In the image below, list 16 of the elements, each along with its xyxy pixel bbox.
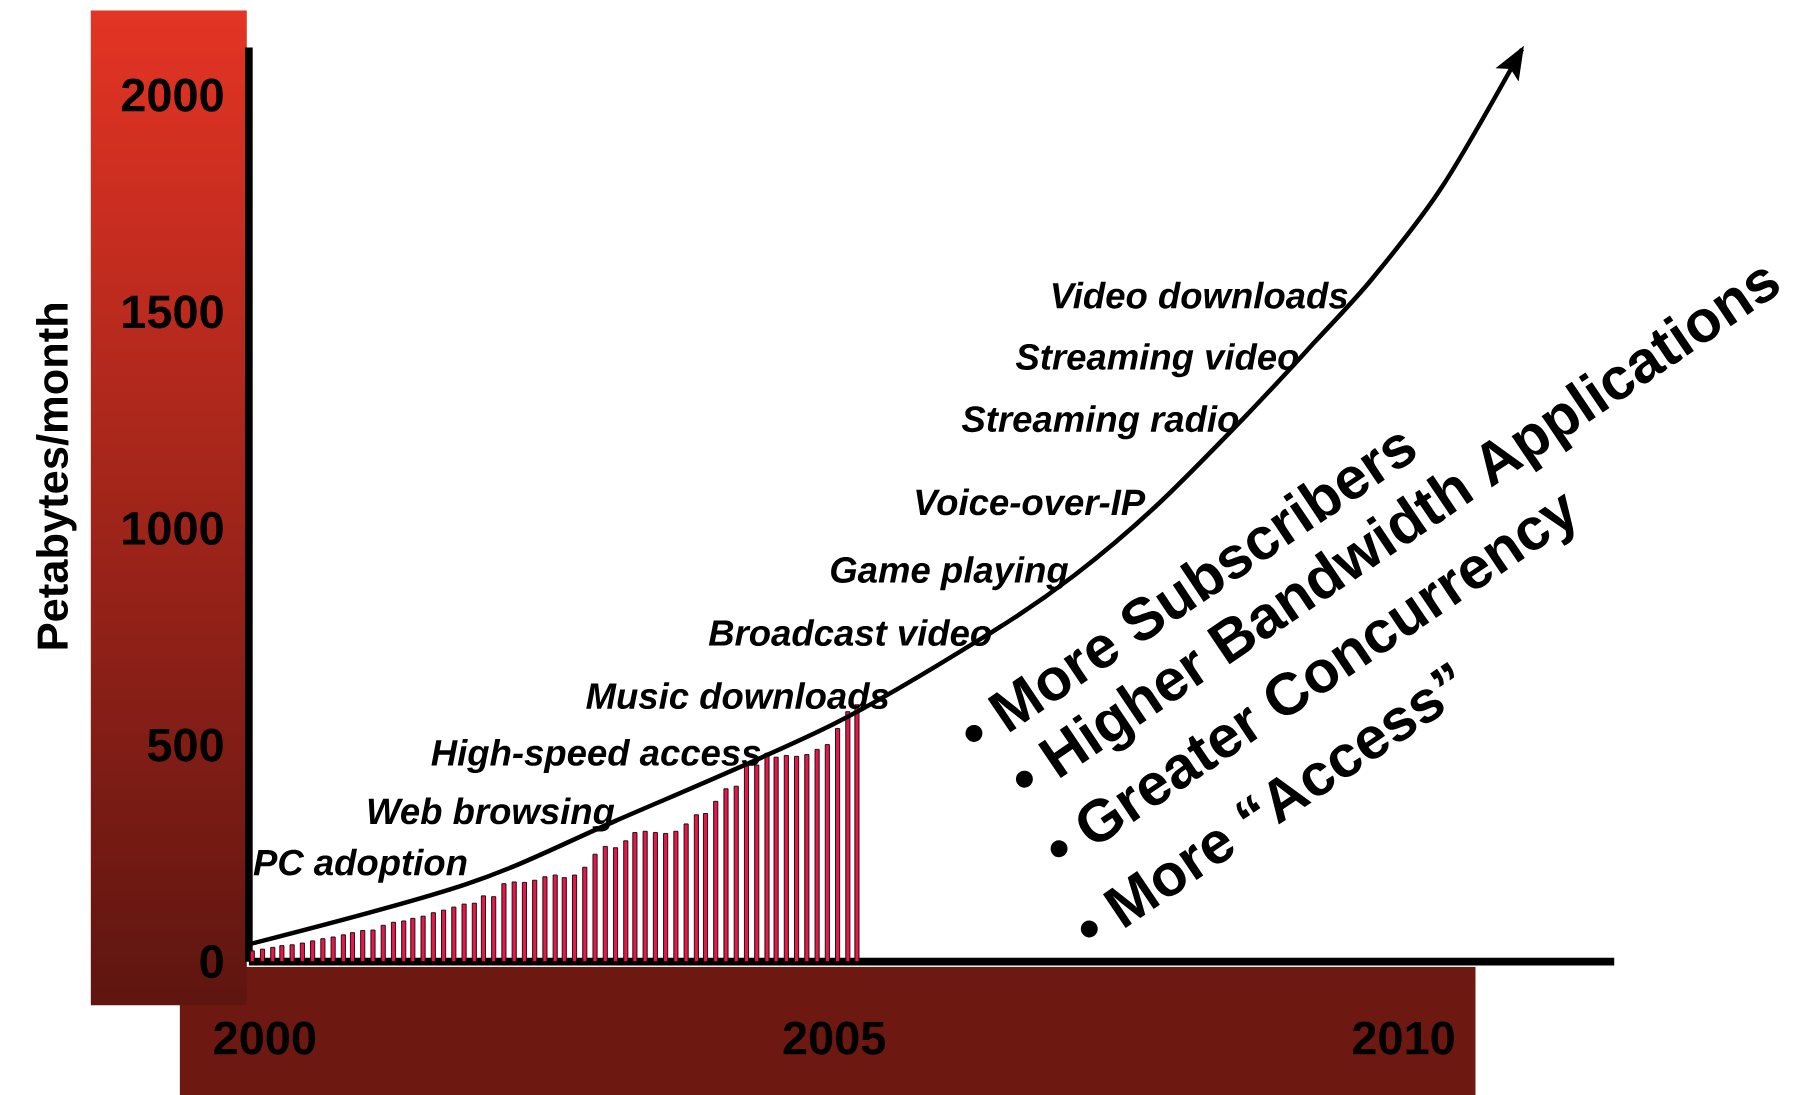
annotation: Web browsing: [368, 797, 615, 832]
y-tick-label: 2000: [121, 78, 223, 112]
y-tick-label: 1500: [123, 295, 223, 329]
annotation: PC adoption: [253, 848, 467, 883]
y-tick-label: 0: [200, 944, 223, 979]
x-tick-label: 2010: [1352, 1021, 1454, 1055]
x-tick-label: 2000: [214, 1021, 316, 1055]
annotation: Video downloads: [1052, 281, 1348, 309]
y-tick-label: 500: [147, 728, 223, 762]
annotation: Game playing: [831, 556, 1069, 591]
x-tick-label: 2005: [783, 1021, 886, 1055]
y-tick-label: 1000: [123, 511, 223, 545]
annotation: Streaming video: [1015, 343, 1299, 378]
annotation: High-speed access: [431, 738, 761, 773]
y-axis-title: Petabytes/month: [36, 303, 77, 649]
annotation: Music downloads: [586, 682, 889, 709]
